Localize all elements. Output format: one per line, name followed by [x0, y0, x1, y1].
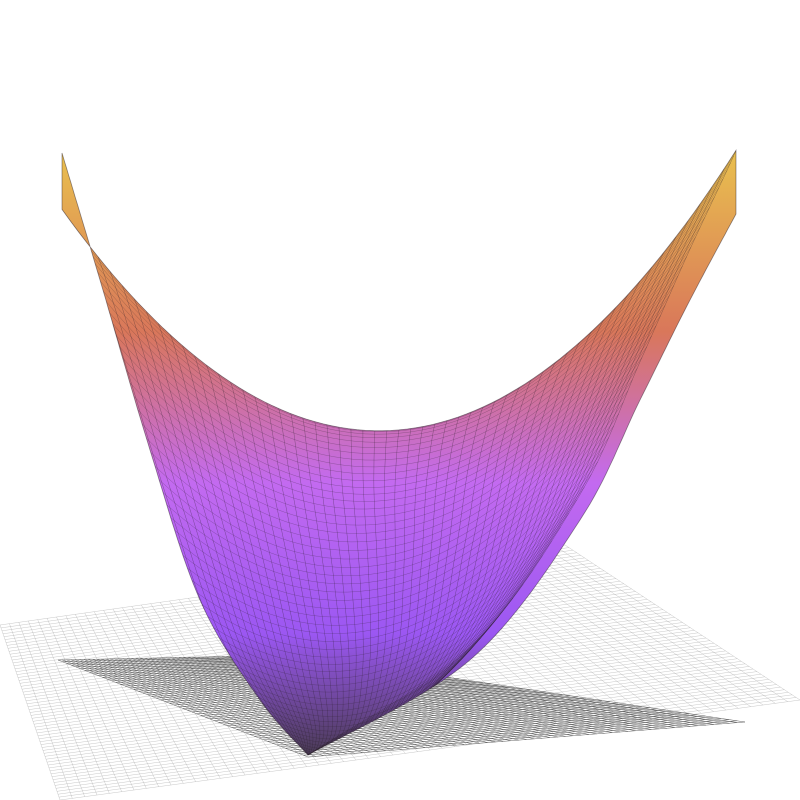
surface-outline	[61, 149, 737, 756]
surface-mesh	[62, 150, 736, 755]
surface-body	[61, 149, 737, 756]
surface-fill	[62, 150, 736, 755]
